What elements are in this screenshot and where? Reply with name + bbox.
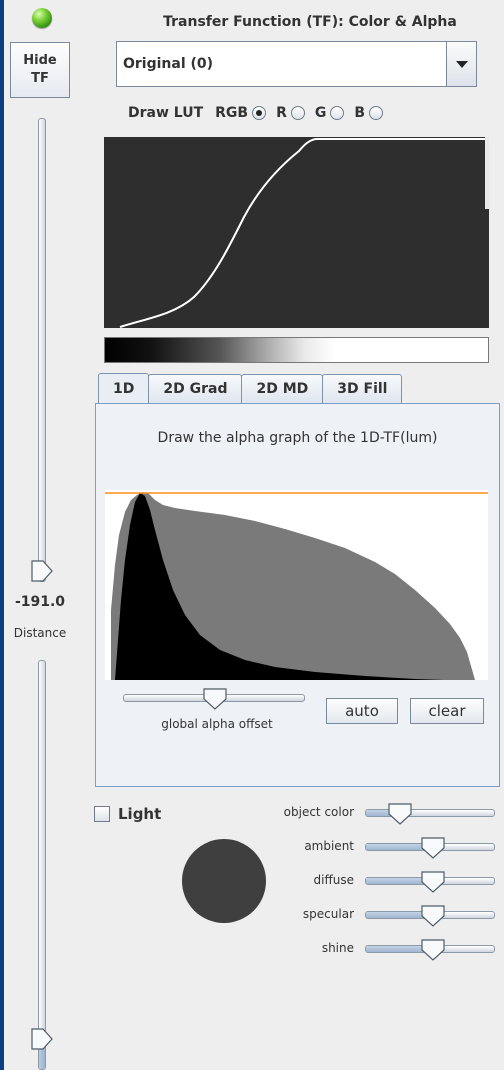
upper-vertical-slider-track[interactable] bbox=[38, 118, 46, 582]
distance-label: Distance bbox=[13, 626, 67, 640]
material-slider-fill bbox=[366, 946, 434, 952]
material-slider-thumb[interactable] bbox=[421, 939, 445, 961]
lower-vertical-slider-fill bbox=[39, 1045, 45, 1069]
material-slider-fill bbox=[366, 912, 434, 918]
global-alpha-offset-thumb[interactable] bbox=[203, 688, 227, 710]
lut-curve-line bbox=[119, 138, 489, 328]
chevron-down-icon bbox=[455, 60, 468, 68]
material-slider-fill bbox=[366, 844, 434, 850]
alpha-graph-caption: Draw the alpha graph of the 1D-TF(lum) bbox=[157, 430, 438, 446]
tab-3d-fill[interactable]: 3D Fill bbox=[322, 374, 403, 403]
window-left-border bbox=[0, 0, 4, 1070]
material-slider-label: ambient bbox=[304, 839, 354, 853]
lut-scrollbar[interactable] bbox=[485, 137, 489, 209]
auto-button[interactable]: auto bbox=[326, 698, 398, 724]
lut-option-rgb-radio[interactable] bbox=[252, 106, 267, 120]
clear-button[interactable]: clear bbox=[410, 698, 484, 724]
dropdown-arrow-button[interactable] bbox=[446, 42, 476, 86]
material-slider-thumb[interactable] bbox=[421, 871, 445, 893]
global-alpha-offset-label: global alpha offset bbox=[161, 717, 273, 731]
light-label: Light bbox=[118, 805, 162, 823]
material-slider-label: diffuse bbox=[313, 873, 354, 887]
tab-2d-md[interactable]: 2D MD bbox=[241, 374, 324, 403]
lut-curve-graph[interactable] bbox=[104, 137, 489, 328]
lut-gradient-bar bbox=[104, 337, 489, 363]
tf-tab-strip: 1D 2D Grad 2D MD 3D Fill bbox=[98, 373, 403, 404]
lut-option-g-radio[interactable] bbox=[330, 106, 345, 120]
lighting-preview-sphere bbox=[182, 839, 266, 923]
histogram-black-area bbox=[115, 493, 445, 680]
material-slider-fill bbox=[366, 810, 401, 816]
material-slider-fill bbox=[366, 878, 434, 884]
lower-vertical-slider-thumb[interactable] bbox=[31, 1028, 53, 1050]
material-slider-thumb[interactable] bbox=[421, 905, 445, 927]
hide-tf-label-line1: Hide bbox=[23, 53, 57, 68]
lut-option-rgb-label: RGB bbox=[215, 105, 249, 121]
material-slider-track[interactable] bbox=[365, 809, 495, 817]
status-indicator-icon bbox=[32, 8, 52, 28]
lut-option-r-radio[interactable] bbox=[290, 106, 305, 120]
preset-dropdown[interactable]: Original (0) bbox=[116, 41, 477, 87]
lut-option-g-label: G bbox=[314, 105, 327, 121]
panel-title: Transfer Function (TF): Color & Alpha bbox=[163, 14, 457, 30]
lut-option-r-label: R bbox=[276, 105, 287, 121]
draw-lut-row: Draw LUT RGB R G B bbox=[128, 102, 393, 124]
draw-lut-label: Draw LUT bbox=[128, 105, 204, 121]
preset-dropdown-value: Original (0) bbox=[123, 56, 214, 72]
histogram-gray-area bbox=[111, 492, 475, 680]
material-slider-thumb[interactable] bbox=[388, 803, 412, 825]
material-slider-label: shine bbox=[321, 941, 354, 955]
material-slider-label: object color bbox=[283, 805, 354, 819]
material-slider-thumb[interactable] bbox=[421, 837, 445, 859]
alpha-histogram-graph[interactable] bbox=[105, 490, 488, 680]
hide-tf-button[interactable]: Hide TF bbox=[10, 42, 70, 98]
light-checkbox[interactable] bbox=[94, 806, 110, 822]
lower-vertical-slider-track[interactable] bbox=[38, 660, 46, 1070]
hide-tf-label-line2: TF bbox=[31, 71, 49, 86]
material-slider-label: specular bbox=[302, 907, 354, 921]
tab-panel-1d: Draw the alpha graph of the 1D-TF(lum) g… bbox=[95, 403, 500, 787]
lut-option-b-radio[interactable] bbox=[369, 106, 384, 120]
upper-vertical-slider-thumb[interactable] bbox=[31, 560, 53, 582]
lut-option-b-label: B bbox=[354, 105, 366, 121]
tab-1d[interactable]: 1D bbox=[98, 373, 150, 404]
distance-value: -191.0 bbox=[14, 594, 66, 610]
tab-2d-grad[interactable]: 2D Grad bbox=[148, 374, 243, 403]
